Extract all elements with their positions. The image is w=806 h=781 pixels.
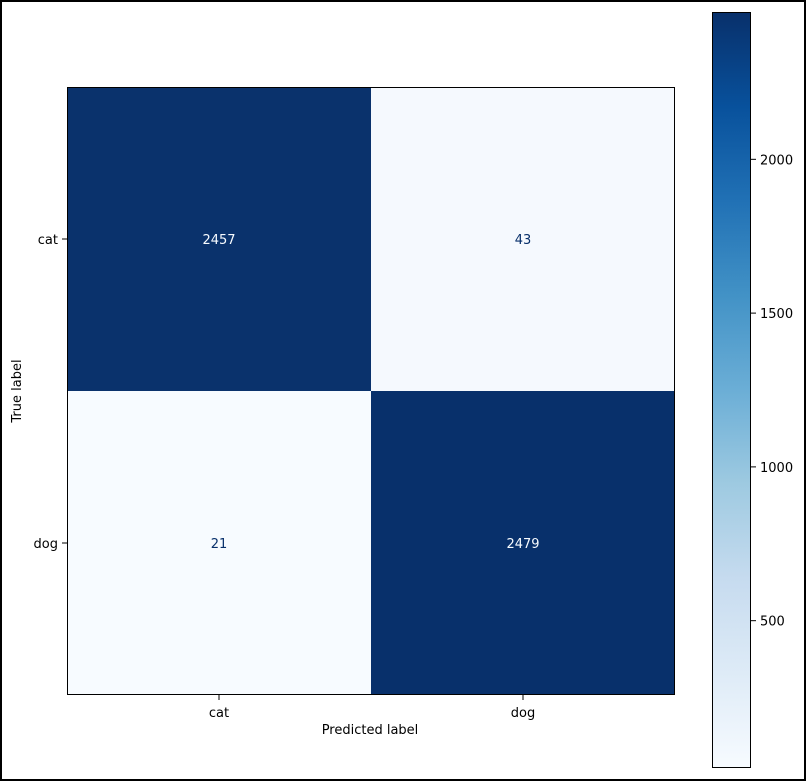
matrix-cell <box>371 391 675 695</box>
matrix-cell <box>67 87 371 391</box>
colorbar-axis: 500 1000 1500 2000 <box>751 153 793 630</box>
cell-value-label: 2479 <box>506 537 539 552</box>
matrix-cell <box>67 391 371 695</box>
y-tick-label: cat <box>38 233 58 248</box>
y-axis: cat dog <box>34 233 67 552</box>
x-axis: cat dog <box>209 695 535 721</box>
x-tick-label: dog <box>511 706 535 721</box>
plot-area-border <box>67 87 675 695</box>
matrix-cells: 2457 43 21 2479 <box>67 87 675 695</box>
x-tick-label: cat <box>209 706 229 721</box>
matrix-cell <box>371 87 675 391</box>
y-axis-label: True label <box>10 359 25 423</box>
colorbar-tick-label: 2000 <box>760 153 793 168</box>
colorbar-tick-label: 1500 <box>760 307 793 322</box>
cell-value-label: 21 <box>211 537 228 552</box>
cell-value-label: 43 <box>515 233 532 248</box>
colorbar <box>712 12 751 768</box>
colorbar-tick-label: 1000 <box>760 461 793 476</box>
colorbar-tick-label: 500 <box>760 615 785 630</box>
x-axis-label: Predicted label <box>322 723 419 738</box>
y-tick-label: dog <box>34 537 58 552</box>
cell-value-label: 2457 <box>202 233 235 248</box>
